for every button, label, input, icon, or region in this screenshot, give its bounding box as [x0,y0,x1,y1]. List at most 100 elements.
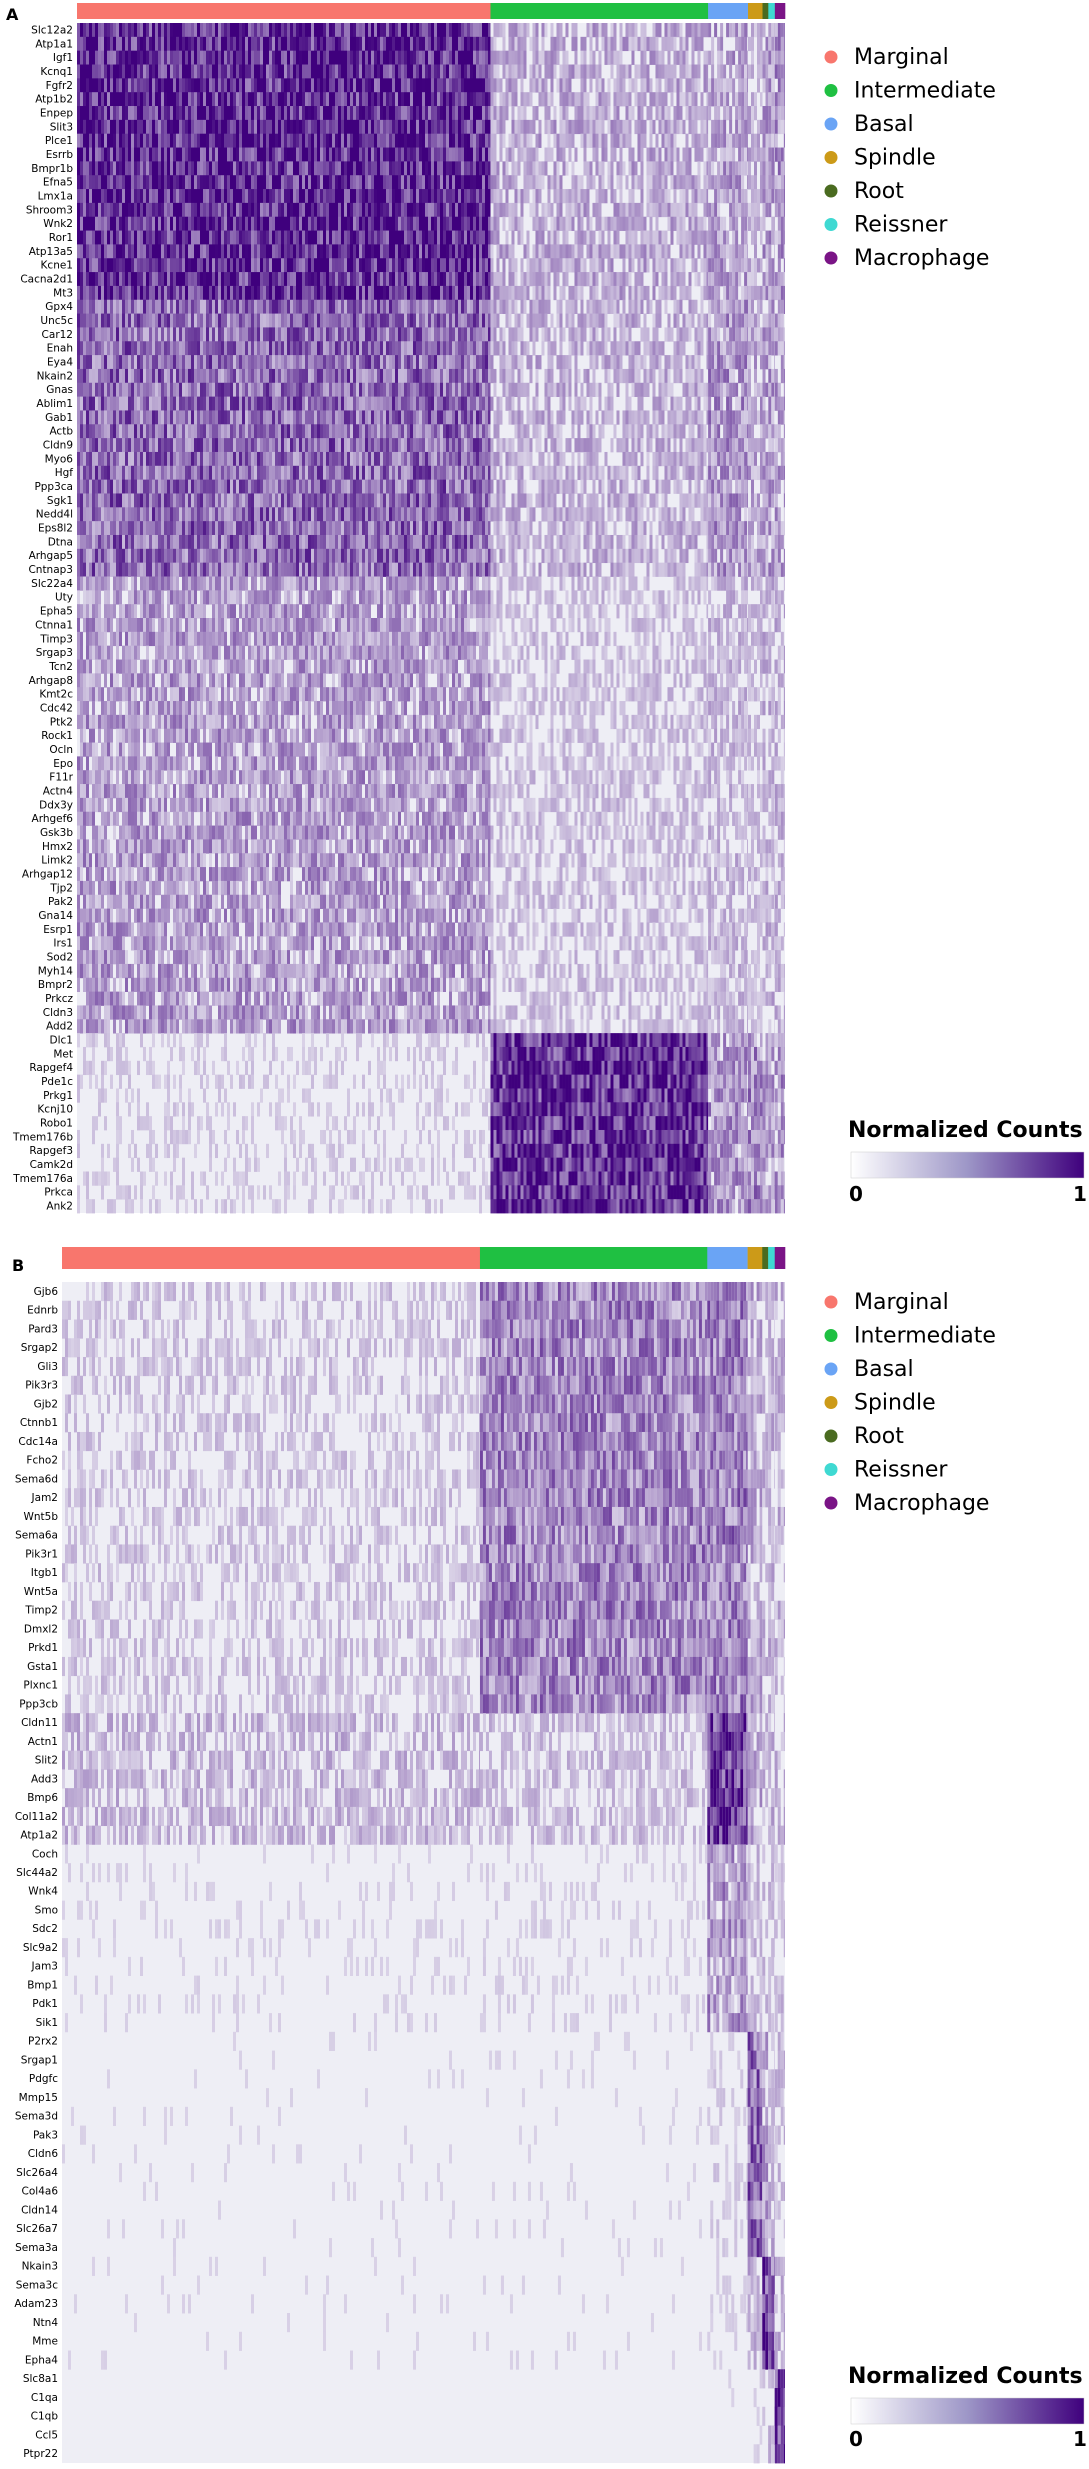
heatmap-cell [547,285,551,301]
heatmap-cell [760,285,763,301]
heatmap-cell [640,78,644,93]
heatmap-cell [747,285,749,301]
heatmap-cell [470,175,473,190]
heatmap-cell [326,258,329,273]
heatmap-cell [131,36,134,52]
heatmap-cell [490,106,494,121]
heatmap-cell [98,161,101,176]
heatmap-cell [152,23,155,38]
heatmap-cell [637,258,641,273]
heatmap-cell [547,202,551,218]
heatmap-cell [431,189,434,204]
heatmap-cell [206,299,209,314]
heatmap-cell [194,92,197,107]
heatmap-cell [350,327,353,342]
heatmap-cell [347,202,350,218]
heatmap-cell [470,36,473,52]
heatmap-cell [182,175,185,190]
heatmap-cell [185,202,188,218]
heatmap-cell [751,189,755,204]
heatmap-cell [774,147,778,162]
heatmap-cell [410,36,413,52]
heatmap-cell [119,50,122,65]
heatmap-cell [655,23,659,38]
heatmap-cell [158,50,161,65]
heatmap-cell [586,175,590,190]
heatmap-cell [395,299,398,314]
heatmap-cell [158,272,161,287]
heatmap-cell [446,244,449,259]
heatmap-cell [703,313,707,328]
heatmap-cell [221,106,224,121]
heatmap-cell [305,78,308,93]
heatmap-cell [559,23,563,38]
heatmap-cell [311,285,314,301]
heatmap-cell [431,147,434,162]
heatmap-cell [296,327,299,342]
heatmap-cell [443,161,446,176]
heatmap-cell [152,244,155,259]
heatmap-cell [757,50,761,65]
heatmap-cell [152,327,155,342]
heatmap-cell [158,216,161,231]
heatmap-cell [407,244,410,259]
heatmap-cell [732,258,736,273]
heatmap-cell [401,36,404,52]
heatmap-cell [314,230,317,245]
heatmap-cell [556,299,560,314]
heatmap-cell [209,230,212,245]
heatmap-cell [269,230,272,245]
heatmap-cell [317,299,320,314]
heatmap-cell [143,285,146,301]
heatmap-cell [404,299,407,314]
heatmap-cell [434,189,437,204]
heatmap-cell [104,64,107,79]
heatmap-cell [347,175,350,190]
heatmap-cell [652,285,656,301]
heatmap-cell [254,285,257,301]
heatmap-cell [774,189,775,204]
heatmap-cell [179,92,182,107]
heatmap-cell [762,202,766,218]
heatmap-cell [685,133,689,148]
heatmap-cell [125,36,128,52]
heatmap-cell [565,119,569,135]
heatmap-cell [143,92,146,107]
heatmap-cell [496,161,500,176]
heatmap-cell [278,78,281,93]
heatmap-cell [729,244,733,259]
heatmap-cell [774,189,778,204]
heatmap-cell [392,92,395,107]
heatmap-cell [777,272,781,287]
heatmap-cell [422,189,425,204]
heatmap-cell [777,244,781,259]
heatmap-cell [113,258,116,273]
heatmap-cell [467,313,470,328]
heatmap-cell [305,92,308,107]
heatmap-cell [356,50,359,65]
heatmap-cell [413,327,416,342]
heatmap-cell [723,161,727,176]
heatmap-cell [446,119,449,135]
heatmap-cell [317,272,320,287]
heatmap-cell [167,258,170,273]
heatmap-cell [774,202,778,218]
heatmap-cell [119,175,122,190]
heatmap-cell [263,161,266,176]
heatmap-cell [499,299,503,314]
heatmap-cell [505,313,509,328]
heatmap-cell [720,313,724,328]
heatmap-cell [323,189,326,204]
heatmap-cell [589,161,593,176]
heatmap-cell [338,78,341,93]
heatmap-cell [553,175,557,190]
heatmap-cell [488,175,491,190]
heatmap-cell [717,216,721,231]
heatmap-cell [461,50,464,65]
heatmap-cell [311,299,314,314]
heatmap-cell [287,230,290,245]
heatmap-cell [664,161,668,176]
heatmap-cell [488,216,491,231]
heatmap-cell [613,230,617,245]
heatmap-cell [386,36,389,52]
